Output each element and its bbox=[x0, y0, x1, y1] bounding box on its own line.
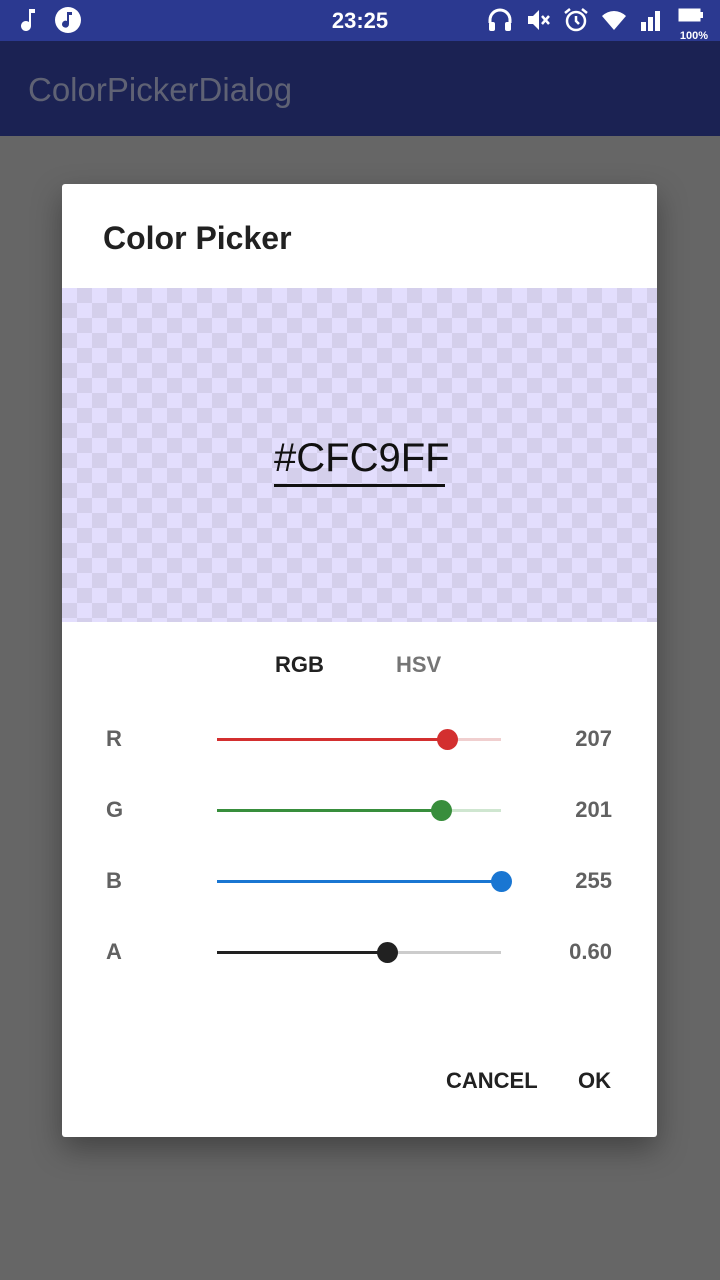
status-bar: 23:25 100% bbox=[0, 0, 720, 42]
slider-fill bbox=[217, 880, 501, 883]
slider-thumb[interactable] bbox=[377, 942, 399, 963]
slider-value: 0.60 bbox=[569, 939, 612, 964]
slider-thumb[interactable] bbox=[437, 729, 459, 750]
app-title: ColorPickerDialog bbox=[28, 71, 293, 108]
ok-button[interactable]: OK bbox=[578, 1068, 611, 1093]
slider-track[interactable] bbox=[217, 871, 512, 892]
slider-thumb[interactable] bbox=[431, 800, 453, 821]
slider-label: R bbox=[106, 726, 122, 751]
slider-row-red: R 207 bbox=[62, 720, 657, 760]
battery-icon: 100% bbox=[676, 6, 708, 42]
status-time: 23:25 bbox=[331, 8, 389, 33]
music-note-icon bbox=[16, 6, 44, 34]
slider-fill bbox=[217, 809, 442, 812]
slider-fill bbox=[217, 951, 388, 954]
dialog-actions: CANCEL OK bbox=[62, 1064, 657, 1104]
cancel-button[interactable]: CANCEL bbox=[446, 1068, 538, 1093]
tab-hsv[interactable]: HSV bbox=[396, 652, 442, 677]
slider-label: A bbox=[106, 939, 122, 964]
mode-tabs: RGB HSV bbox=[62, 646, 657, 686]
headset-icon bbox=[486, 6, 514, 34]
slider-row-blue: B 255 bbox=[62, 862, 657, 902]
battery-percent: 100% bbox=[679, 30, 708, 42]
tab-rgb[interactable]: RGB bbox=[275, 652, 324, 677]
wifi-icon bbox=[600, 6, 628, 34]
music-player-icon bbox=[54, 6, 82, 34]
slider-track[interactable] bbox=[217, 729, 501, 750]
slider-value: 207 bbox=[575, 726, 612, 751]
slider-track[interactable] bbox=[217, 942, 501, 963]
slider-row-alpha: A 0.60 bbox=[62, 933, 657, 973]
signal-icon bbox=[638, 6, 666, 34]
slider-fill bbox=[217, 738, 448, 741]
slider-label: G bbox=[106, 797, 124, 822]
color-preview: #CFC9FF bbox=[62, 288, 657, 622]
hex-color-input[interactable]: #CFC9FF bbox=[274, 433, 450, 487]
status-right-icons: 100% bbox=[486, 6, 708, 42]
slider-value: 255 bbox=[575, 868, 612, 893]
color-picker-dialog: Color Picker #CFC9FF RGB HSV R 207 G 201… bbox=[62, 184, 657, 1137]
status-left-icons bbox=[16, 6, 82, 34]
slider-track[interactable] bbox=[217, 800, 501, 821]
slider-thumb[interactable] bbox=[491, 871, 512, 892]
slider-value: 201 bbox=[575, 797, 612, 822]
slider-row-green: G 201 bbox=[62, 791, 657, 831]
app-bar: ColorPickerDialog bbox=[0, 41, 720, 136]
mute-icon bbox=[524, 6, 552, 34]
dialog-title: Color Picker bbox=[103, 220, 292, 256]
alarm-icon bbox=[562, 6, 590, 34]
slider-label: B bbox=[106, 868, 122, 893]
